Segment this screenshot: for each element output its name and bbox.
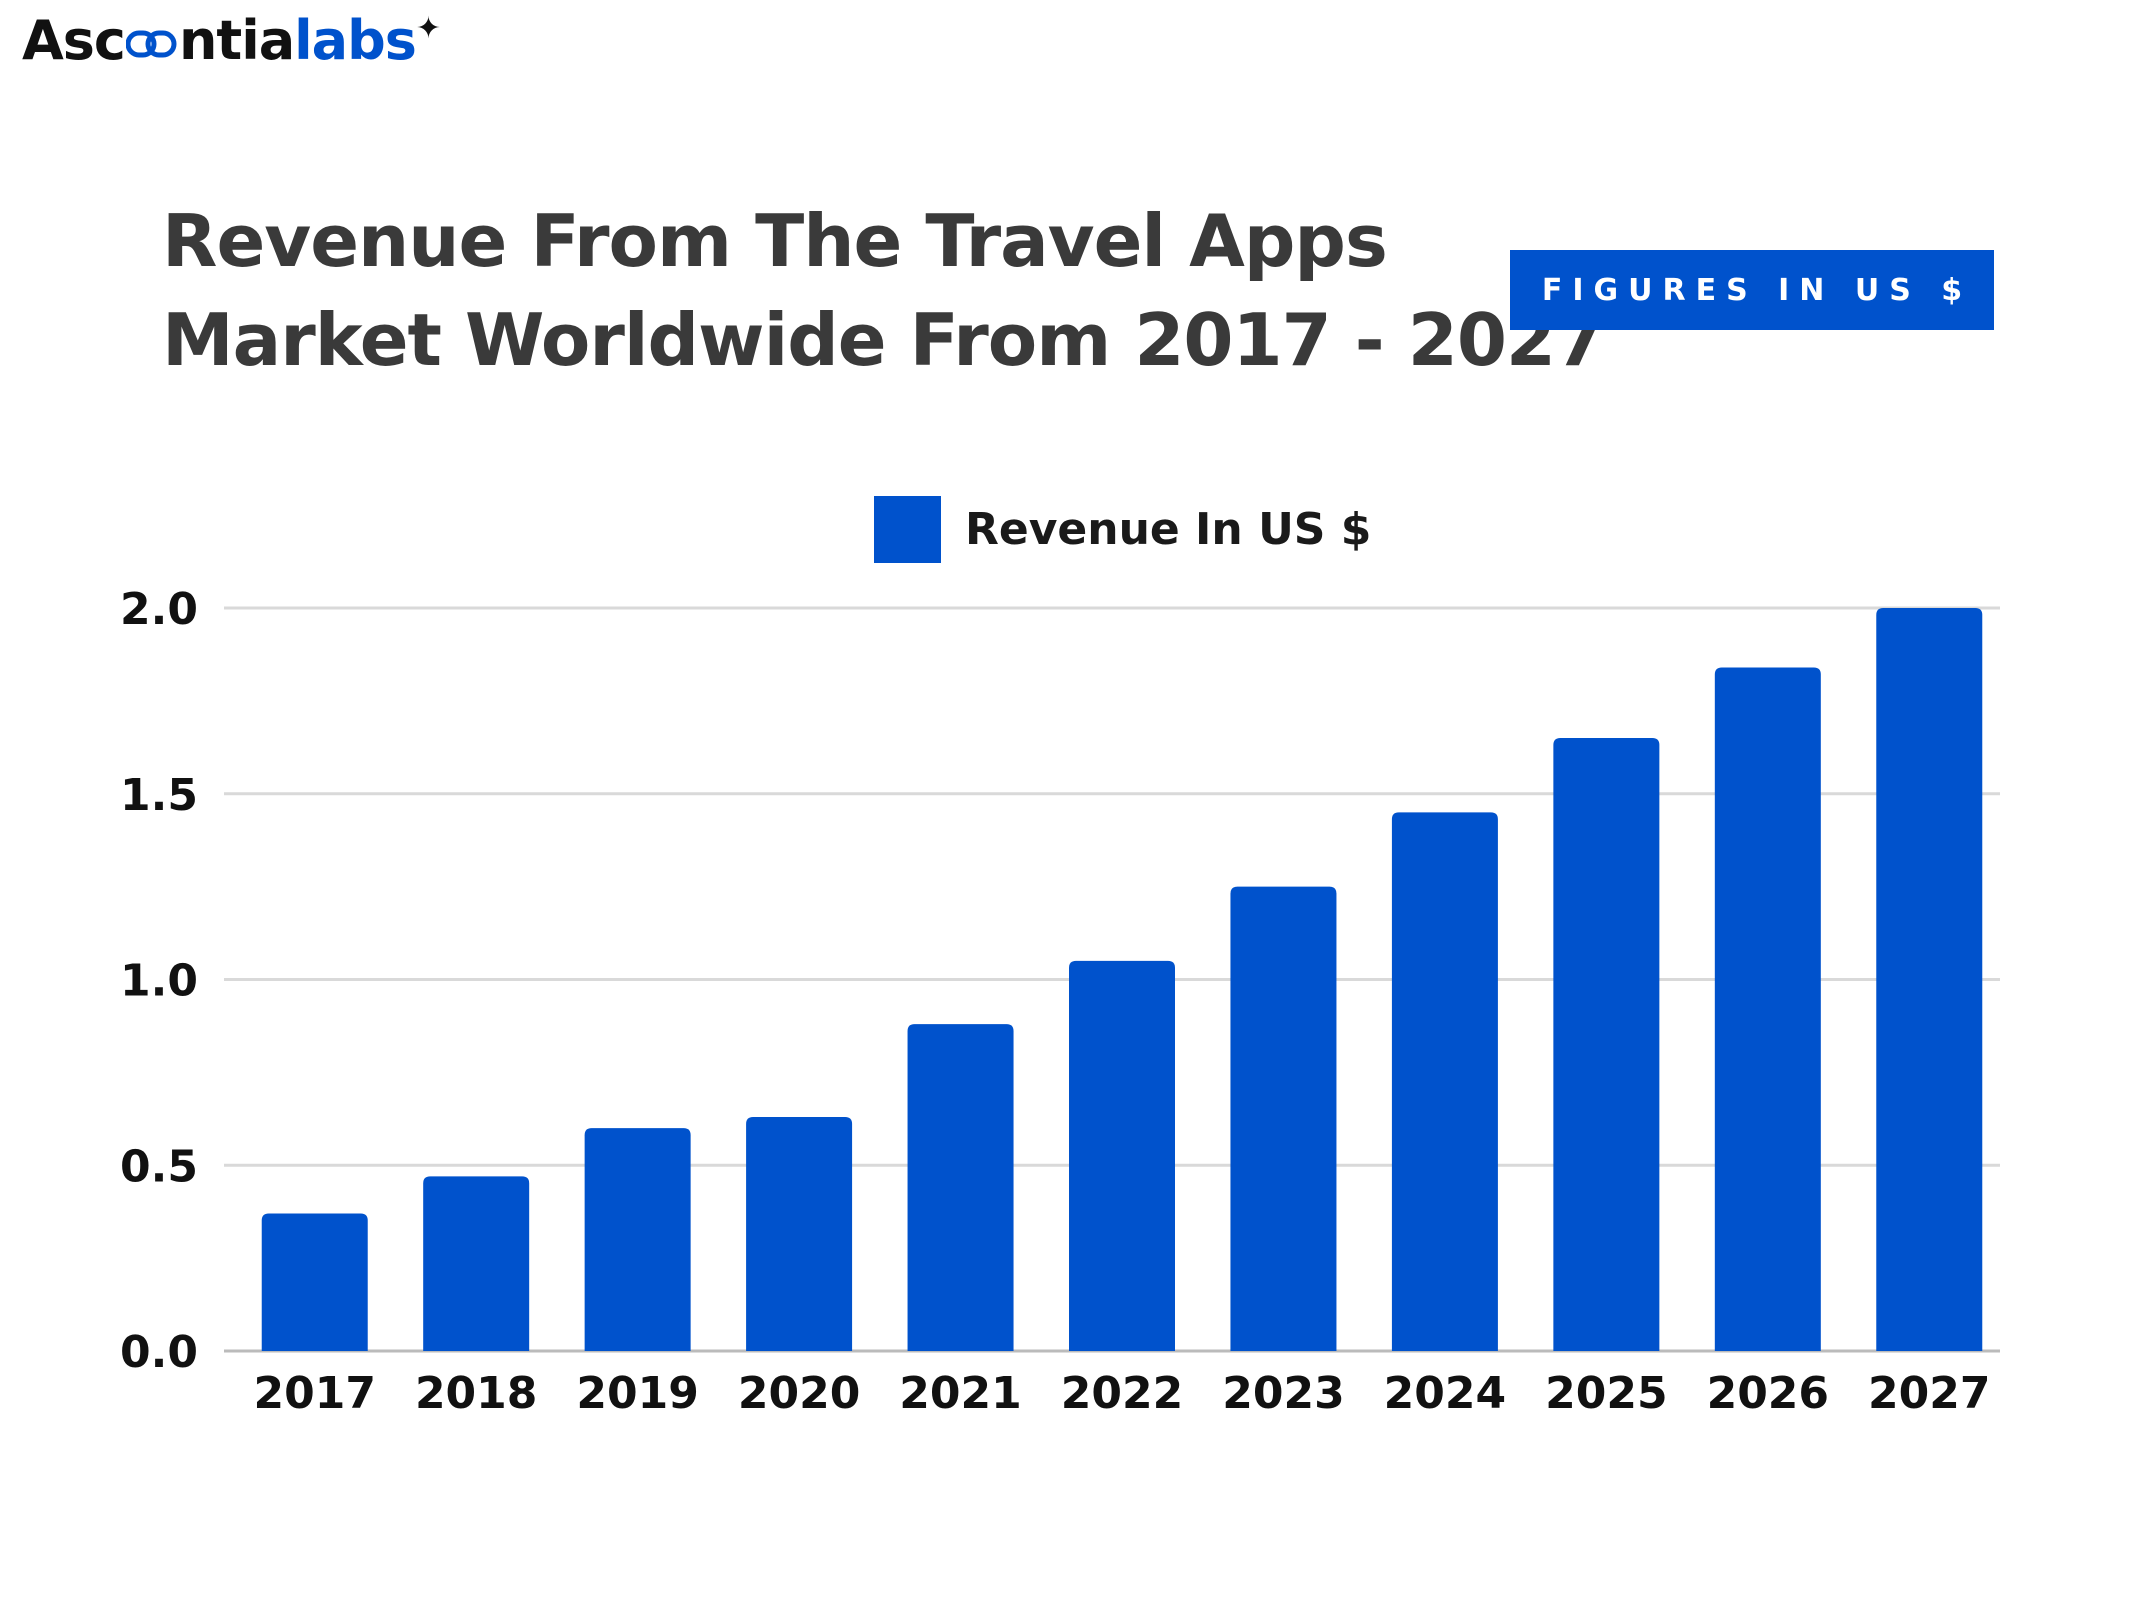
bar-2025 <box>1553 738 1660 1351</box>
logo-link-icon <box>125 9 179 72</box>
y-tick-label: 1.5 <box>120 770 198 821</box>
x-tick-label: 2019 <box>576 1368 698 1419</box>
legend-swatch <box>874 496 941 563</box>
brand-logo: Asc ntialabs✦ <box>22 11 441 68</box>
logo-text-part1: Asc <box>22 9 126 72</box>
y-tick-label: 0.5 <box>120 1141 198 1192</box>
logo-text-part2: ntia <box>178 9 295 72</box>
figures-badge: FIGURES IN US $ <box>1510 250 1994 330</box>
bar-2027 <box>1876 608 1983 1351</box>
y-tick-label: 0.0 <box>120 1327 198 1378</box>
chart-legend: Revenue In US $ <box>874 496 1371 563</box>
chart-title: Revenue From The Travel Apps Market Worl… <box>162 192 1605 390</box>
bar-2019 <box>584 1128 691 1351</box>
bar-2017 <box>261 1213 368 1351</box>
x-tick-label: 2025 <box>1545 1368 1667 1419</box>
x-tick-label: 2017 <box>253 1368 375 1419</box>
bar-2020 <box>746 1116 853 1351</box>
x-tick-label: 2023 <box>1222 1368 1344 1419</box>
x-tick-label: 2018 <box>415 1368 537 1419</box>
y-tick-label: 2.0 <box>120 584 198 635</box>
logo-sparkle-icon: ✦ <box>415 11 441 46</box>
bar-2026 <box>1714 667 1821 1351</box>
logo-text-part3: labs <box>294 9 417 72</box>
bar-2024 <box>1391 812 1498 1351</box>
x-tick-label: 2022 <box>1061 1368 1183 1419</box>
x-tick-label: 2020 <box>738 1368 860 1419</box>
x-tick-label: 2026 <box>1707 1368 1829 1419</box>
chart-title-line-1: Revenue From The Travel Apps <box>162 199 1388 283</box>
bar-2018 <box>423 1176 530 1351</box>
x-tick-label: 2021 <box>899 1368 1021 1419</box>
x-tick-label: 2027 <box>1868 1368 1990 1419</box>
y-tick-label: 1.0 <box>120 956 198 1007</box>
bar-2023 <box>1230 886 1337 1351</box>
bar-2021 <box>907 1024 1014 1351</box>
bar-2022 <box>1069 960 1175 1351</box>
legend-label: Revenue In US $ <box>965 504 1372 555</box>
chart-title-line-2: Market Worldwide From 2017 - 2027 <box>162 298 1605 382</box>
x-tick-label: 2024 <box>1384 1368 1506 1419</box>
